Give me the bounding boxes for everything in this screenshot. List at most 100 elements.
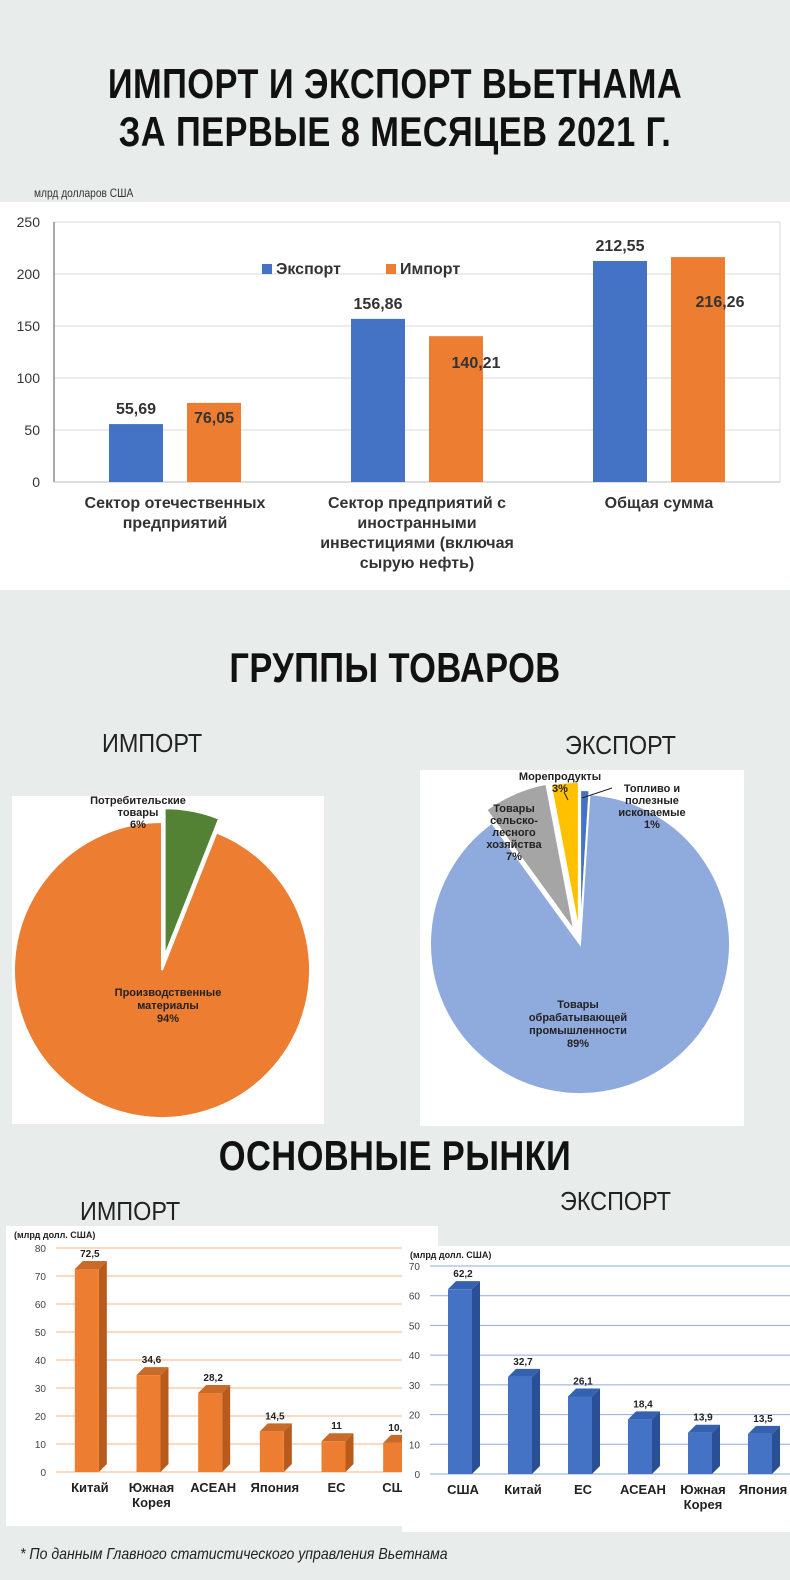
bar-top	[748, 1425, 780, 1434]
bar-top	[74, 1261, 107, 1269]
x-category-label: АСЕАН	[190, 1480, 236, 1495]
bar-import	[671, 257, 725, 482]
data-label: 11	[331, 1421, 342, 1432]
main-title-line1: ИМПОРТ И ЭКСПОРТ ВЬЕТНАМА	[107, 60, 683, 107]
bar-side	[772, 1425, 780, 1474]
slice-label-production-materials: Производственные материалы 94%	[115, 987, 222, 1025]
legend-swatch-export	[262, 264, 272, 274]
y-tick-label: 30	[409, 1381, 421, 1392]
data-label: 32,7	[513, 1357, 533, 1368]
markets-import-title: ИМПОРТ	[80, 1196, 181, 1226]
slice-production-materials	[13, 820, 311, 1119]
y-tick-label: 150	[17, 318, 41, 334]
x-category-label: АСЕАН	[620, 1482, 666, 1497]
import-markets-panel: (млрд долл. США) 0 10 20 30 40 50 60 70 80 72,5 Кит…	[6, 1226, 438, 1526]
slice-label-agro-forestry: Товары сельско-лесного хозяйства 7%	[486, 803, 542, 863]
y-tick-label: 250	[17, 214, 41, 230]
x-category-label: ЕС	[327, 1480, 346, 1495]
footer-source: * По данным Главного статистического упр…	[20, 1546, 448, 1563]
legend-label-import: Импорт	[400, 261, 460, 278]
bar-side	[532, 1368, 540, 1474]
y-tick-label: 10	[409, 1440, 421, 1451]
x-category-label: Сектор отечественных предприятий	[85, 495, 266, 532]
x-category-label: Южная Корея	[129, 1480, 174, 1510]
bar-top	[568, 1388, 600, 1397]
y-tick-label: 0	[414, 1470, 420, 1481]
legend-label-export: Экспорт	[276, 261, 341, 278]
bar-side	[712, 1424, 720, 1474]
bar-top	[136, 1367, 169, 1376]
bar	[688, 1432, 712, 1474]
export-markets-chart: (млрд долл. США) 0 10 20 30 40 50 60 70 62,2 США 32…	[409, 1250, 790, 1512]
groups-export-title: ЭКСПОРТ	[565, 730, 676, 760]
markets-title: ОСНОВНЫЕ РЫНКИ	[218, 1132, 572, 1179]
bar	[136, 1375, 161, 1472]
leader-line-seafood	[563, 791, 569, 801]
y-tick-label: 20	[35, 1412, 47, 1423]
y-tick-label: 50	[35, 1328, 47, 1339]
sector-bar-chart: 0 50 100 150 200 250 55,69 76,05 Сектор отечеств…	[17, 214, 781, 572]
data-label: 76,05	[194, 410, 234, 427]
groups-title: ГРУППЫ ТОВАРОВ	[229, 644, 561, 691]
import-goods-pie: Потребительские товары 6% Производственные м…	[13, 795, 311, 1119]
data-label: 62,2	[453, 1269, 473, 1280]
y-tick-label: 60	[409, 1292, 421, 1303]
y-tick-label: 30	[35, 1384, 47, 1395]
bar-side	[592, 1388, 600, 1474]
y-tick-label: 40	[35, 1356, 47, 1367]
x-category-label: Япония	[251, 1480, 300, 1495]
x-category-label: США	[447, 1482, 479, 1497]
y-tick-label: 70	[35, 1272, 47, 1283]
bar	[448, 1289, 472, 1474]
bar-import	[187, 402, 241, 482]
bar-top	[259, 1423, 292, 1432]
bar-side	[472, 1281, 480, 1474]
bar-top	[448, 1281, 480, 1290]
data-label: 34,6	[142, 1355, 162, 1366]
markets-export-title: ЭКСПОРТ	[560, 1186, 671, 1216]
slice-label-fuel-minerals: Топливо и полезные ископаемые 1%	[618, 783, 685, 831]
y-tick-label: 0	[32, 474, 40, 490]
y-tick-label: 70	[409, 1262, 421, 1273]
y-tick-label: 200	[17, 266, 41, 282]
data-label: 18,4	[633, 1399, 653, 1410]
import-pie-panel: Потребительские товары 6% Производственные м…	[12, 795, 324, 1124]
data-label: 212,55	[596, 238, 645, 255]
slice-seafood	[549, 781, 580, 933]
y-unit-label: (млрд долл. США)	[410, 1250, 491, 1260]
slice-label-seafood: Морепродукты 3%	[519, 771, 601, 795]
bar	[568, 1396, 592, 1474]
x-category-label: Китай	[504, 1482, 542, 1497]
bar-side	[98, 1261, 107, 1472]
y-tick-label: 20	[409, 1411, 421, 1422]
y-tick-label: 80	[35, 1244, 47, 1255]
bar-top	[321, 1433, 354, 1442]
y-tick-label: 40	[409, 1351, 421, 1362]
bar-top	[628, 1411, 660, 1420]
chart1-panel: 0 50 100 150 200 250 55,69 76,05 Сектор отечеств…	[0, 202, 790, 590]
x-category-label: Южная Корея	[680, 1482, 725, 1512]
groups-import-title: ИМПОРТ	[102, 728, 203, 758]
bar-side	[283, 1423, 292, 1472]
data-label: 156,86	[354, 296, 403, 313]
data-label: 13,5	[753, 1414, 773, 1425]
y-unit-label: (млрд долл. США)	[14, 1230, 95, 1240]
bar-export	[109, 424, 163, 482]
y-tick-label: 50	[409, 1321, 421, 1332]
slice-label-manufacturing: Товары обрабатывающей промышленности 89%	[529, 999, 627, 1050]
bar-side	[345, 1433, 354, 1472]
bar-side	[160, 1367, 169, 1472]
import-markets-chart: (млрд долл. США) 0 10 20 30 40 50 60 70 80 72,5 Кит…	[14, 1230, 426, 1510]
data-label: 28,2	[203, 1373, 223, 1384]
x-category-label: Общая сумма	[605, 495, 714, 512]
y-tick-label: 10	[35, 1440, 47, 1451]
data-label: 72,5	[80, 1249, 100, 1260]
leader-line-fuel	[581, 787, 613, 799]
x-category-label: Сектор предприятий с иностранными инвестиц…	[320, 495, 514, 572]
export-pie-panel: Топливо и полезные ископаемые 1% Товары обраб…	[420, 770, 744, 1126]
bar-export	[351, 318, 405, 482]
bar-top	[508, 1368, 540, 1377]
bar-import	[429, 336, 483, 482]
y-tick-label: 50	[24, 422, 40, 438]
bar-top	[198, 1385, 231, 1394]
